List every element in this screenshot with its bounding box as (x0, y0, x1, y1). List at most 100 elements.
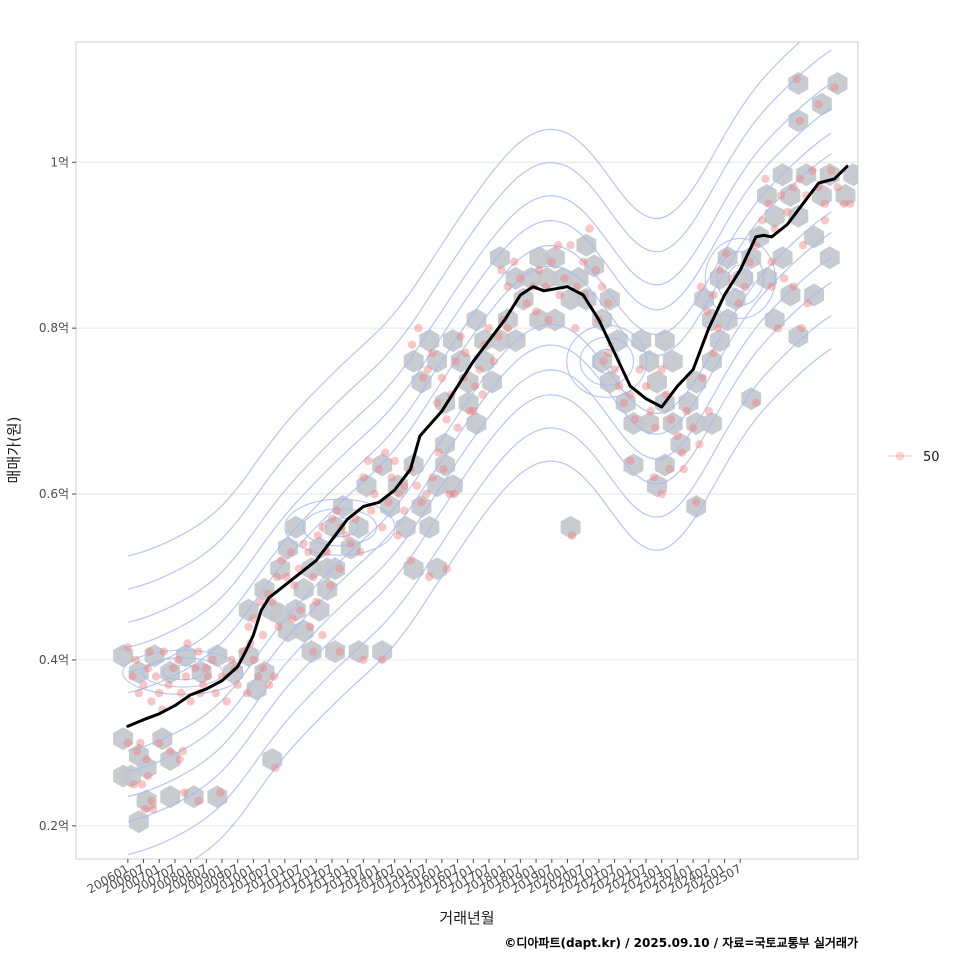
hexbin (309, 598, 330, 622)
data-point (418, 373, 428, 383)
data-point (478, 390, 487, 399)
hexbin (662, 412, 683, 435)
data-point (139, 680, 148, 689)
data-point (679, 465, 688, 474)
hexbin (741, 387, 762, 411)
data-point (544, 315, 553, 325)
data-point (698, 373, 707, 383)
data-point (657, 489, 666, 499)
data-point (147, 796, 156, 806)
data-point (384, 498, 393, 507)
hexbin (128, 810, 149, 834)
data-point (428, 473, 437, 482)
hexbin (254, 660, 275, 684)
data-point (282, 572, 291, 582)
data-point (258, 630, 268, 640)
data-point (475, 365, 484, 374)
data-point (183, 639, 192, 648)
contour-line-2 (127, 281, 832, 822)
data-point (395, 489, 404, 499)
hexbin (804, 225, 824, 249)
hexbin (333, 495, 353, 518)
legend-label: 50 (923, 450, 940, 465)
trend-line-layer (126, 164, 849, 728)
data-point (453, 423, 462, 432)
y-tick-label: 0.4억 (39, 653, 69, 667)
data-point (442, 415, 451, 424)
data-point (434, 448, 443, 457)
data-point (359, 655, 368, 665)
data-point (422, 489, 431, 499)
hexbin (435, 453, 455, 477)
hexbin (403, 349, 424, 373)
data-point (792, 75, 801, 84)
data-point (400, 506, 409, 515)
trend-line (126, 164, 849, 728)
data-point (318, 523, 327, 532)
data-point (566, 241, 575, 250)
data-point (649, 473, 659, 482)
density-contours (122, 42, 832, 859)
data-point (751, 398, 761, 407)
contour-ring (704, 237, 776, 319)
data-point (151, 672, 161, 681)
data-point (308, 647, 318, 656)
data-point (535, 265, 544, 275)
hexbin (442, 474, 463, 498)
data-point (773, 324, 783, 333)
contour-line-1 (127, 315, 832, 856)
data-point (450, 489, 459, 499)
data-point (494, 332, 503, 341)
hexbin (490, 246, 510, 270)
data-point (155, 688, 164, 698)
data-point (268, 597, 277, 607)
hexbin (584, 254, 605, 278)
data-point (199, 680, 208, 689)
hexbin (356, 474, 377, 498)
hexbin (639, 412, 660, 435)
hexbin (741, 246, 762, 270)
data-point (619, 398, 629, 407)
hexbin (278, 619, 298, 643)
data-point (626, 390, 635, 399)
data-point (445, 489, 454, 499)
hexbin (560, 287, 581, 311)
data-point (673, 431, 682, 441)
contour-line-11 (127, 42, 801, 557)
y-tick-label: 0.6억 (39, 487, 69, 501)
data-point (359, 473, 368, 482)
hexbin (325, 515, 346, 539)
data-point (484, 324, 494, 333)
hexbin (772, 246, 793, 270)
data-point (764, 199, 773, 208)
contour-line-6 (127, 153, 832, 694)
data-point (378, 523, 387, 532)
data-point (604, 299, 613, 308)
data-point (696, 282, 706, 291)
data-point (665, 465, 674, 474)
hexbin (647, 370, 667, 394)
data-point (503, 282, 512, 291)
data-point (688, 423, 698, 432)
data-point (137, 780, 147, 789)
hexbin (560, 515, 581, 539)
data-point (335, 564, 344, 573)
hexbin (285, 598, 306, 622)
data-point (269, 672, 279, 681)
data-point (469, 406, 478, 416)
data-point (839, 199, 849, 208)
data-point (808, 166, 817, 175)
data-point (437, 373, 447, 383)
data-point (470, 382, 480, 391)
contour-ring (142, 657, 224, 688)
hexbin (537, 266, 557, 290)
contour-line-5 (127, 211, 832, 752)
data-point (272, 572, 282, 582)
hexbin (529, 308, 550, 332)
data-point (374, 465, 384, 474)
panel-background (75, 41, 859, 860)
data-point (579, 257, 588, 266)
hexbin (411, 370, 432, 394)
data-point (789, 183, 798, 192)
data-point (423, 365, 432, 374)
